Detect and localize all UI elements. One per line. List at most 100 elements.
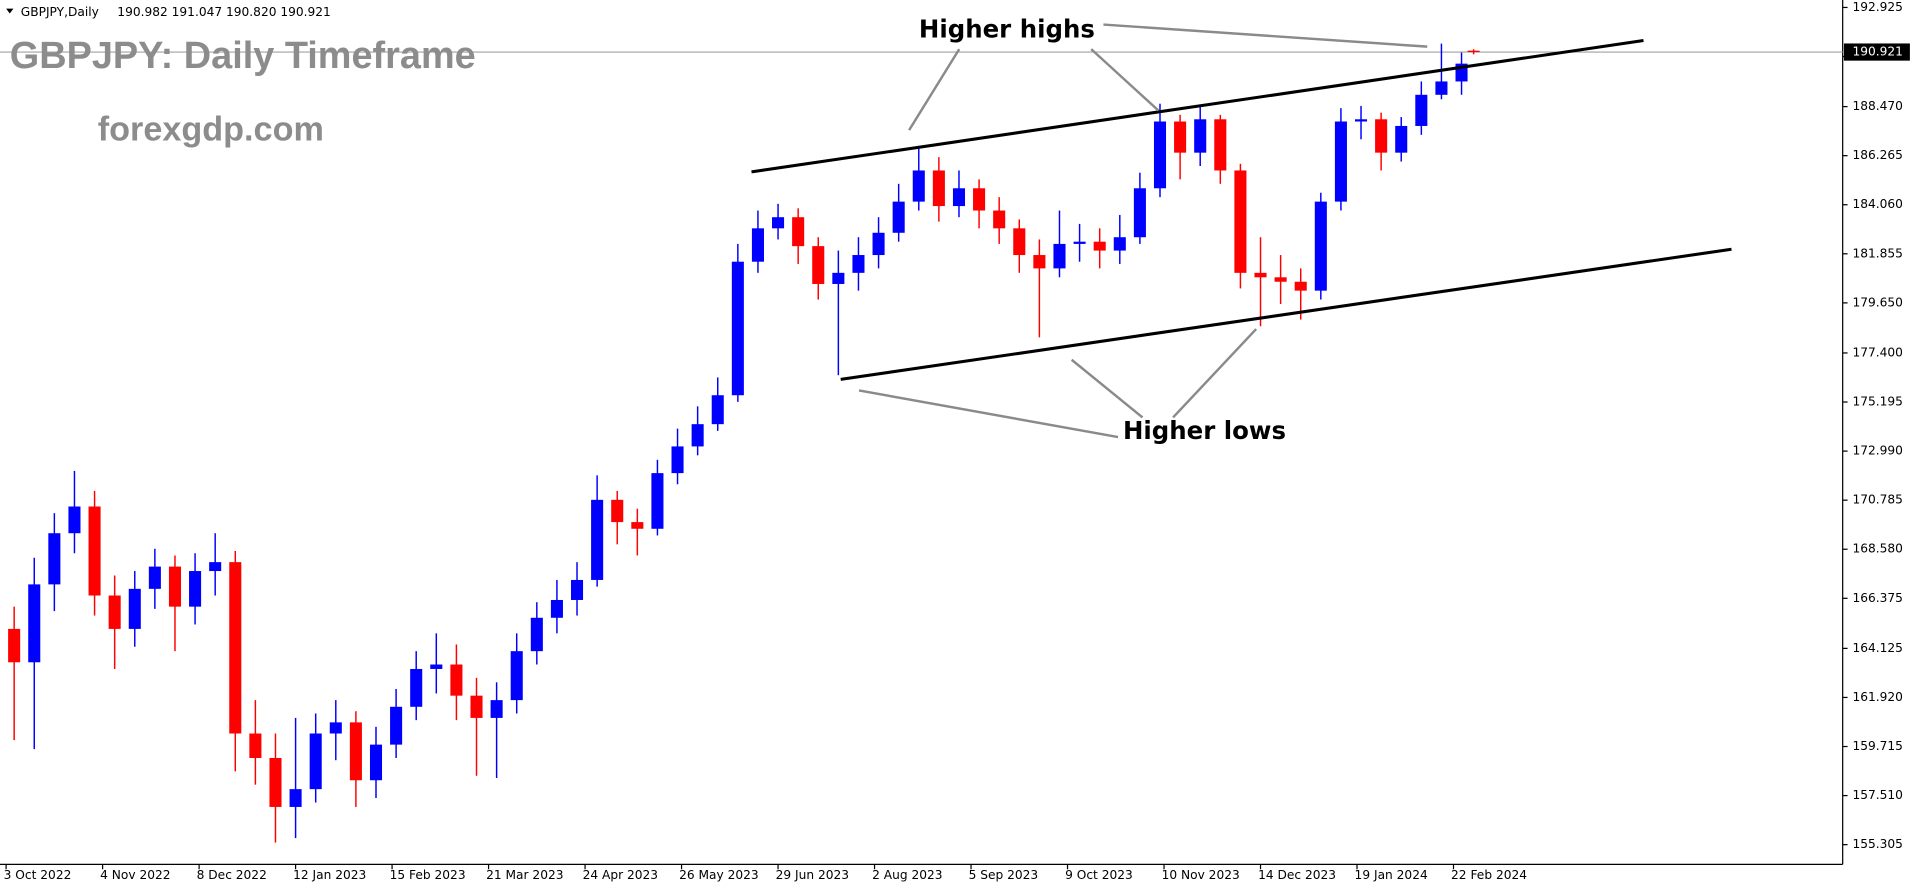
candle-body [591, 499, 604, 580]
x-tick-label: 3 Oct 2022 [4, 868, 72, 882]
candle-body [1174, 121, 1187, 153]
candle-body [229, 562, 242, 734]
candle-body [269, 757, 282, 807]
candle-body [1375, 119, 1388, 153]
candle-body [1334, 121, 1347, 202]
current-price-box [1843, 43, 1910, 61]
candle-body [631, 522, 644, 529]
candle-body [1033, 255, 1046, 269]
candle-body [1314, 201, 1327, 291]
candle-body [48, 533, 61, 585]
candle-body [1214, 119, 1227, 171]
candle-body [892, 201, 905, 233]
candle-body [530, 617, 543, 652]
y-tick-label: 155.305 [1852, 837, 1902, 851]
y-tick-label: 170.785 [1852, 493, 1902, 507]
candle-body [68, 506, 81, 534]
candle-body [510, 651, 523, 701]
x-tick-label: 10 Nov 2023 [1162, 868, 1240, 882]
x-tick-label: 15 Feb 2023 [390, 868, 466, 882]
candle-body [450, 664, 463, 696]
y-tick-label: 186.265 [1852, 148, 1902, 162]
pointer [1070, 358, 1144, 419]
y-tick-label: 177.400 [1852, 345, 1902, 359]
candle-body [309, 733, 322, 790]
candle-body [952, 188, 966, 207]
candle-body [611, 499, 624, 523]
candle-body [390, 706, 403, 745]
y-tick-label: 172.990 [1852, 444, 1902, 458]
candle-body [852, 255, 865, 273]
annotation: Higher lows [1123, 416, 1286, 445]
x-tick-label: 19 Jan 2024 [1355, 868, 1428, 882]
candle-body [993, 210, 1006, 229]
pointer [908, 48, 961, 131]
candles [8, 43, 1480, 843]
candle-body [1435, 81, 1448, 95]
candle-body [772, 217, 785, 229]
candle-body [832, 272, 845, 284]
candle-body [751, 228, 764, 262]
upper-channel-line [751, 38, 1644, 174]
candle-body [148, 566, 161, 589]
candle-body [8, 628, 21, 663]
y-tick-label: 168.580 [1852, 542, 1902, 556]
y-tick-label: 192.925 [1852, 0, 1902, 14]
x-tick-label: 24 Apr 2023 [583, 868, 658, 882]
candle-body [209, 562, 222, 572]
candle-body [711, 395, 724, 425]
pointer [1172, 328, 1258, 419]
candle-body [912, 170, 925, 202]
candle-body [28, 584, 41, 663]
x-tick-label: 29 Jun 2023 [776, 868, 849, 882]
x-tick-label: 2 Aug 2023 [872, 868, 942, 882]
y-tick-label: 161.920 [1852, 690, 1902, 704]
candle-body [108, 595, 121, 629]
lower-channel-line [840, 247, 1732, 381]
candle-body [249, 733, 262, 758]
candle-body [1415, 94, 1428, 126]
symbol-header: GBPJPY,Daily [21, 5, 99, 19]
chart-title: GBPJPY: Daily Timeframe [10, 35, 476, 77]
candle-body [1467, 50, 1480, 53]
candle-body [168, 566, 182, 607]
candle-body [490, 700, 503, 718]
candle-body [1354, 119, 1368, 122]
x-tick-label: 8 Dec 2022 [197, 868, 267, 882]
x-tick-label: 22 Feb 2024 [1451, 868, 1527, 882]
x-tick-label: 9 Oct 2023 [1065, 868, 1133, 882]
candle-body [1013, 228, 1026, 256]
candle-body [1093, 241, 1106, 251]
y-tick-label: 181.855 [1852, 246, 1902, 260]
x-tick-label: 21 Mar 2023 [486, 868, 563, 882]
annotation: Higher highs [919, 15, 1095, 44]
candle-body [872, 232, 885, 256]
candle-body [570, 579, 584, 600]
y-tick-label: 175.195 [1852, 395, 1902, 409]
candle-body [289, 789, 302, 807]
y-tick-label: 157.510 [1852, 788, 1902, 802]
candle-body [1234, 170, 1247, 273]
candle-body [1395, 125, 1408, 153]
candle-body [1294, 281, 1307, 291]
candle-body [88, 506, 101, 596]
pointer [858, 389, 1119, 439]
header-icon [6, 8, 14, 14]
candle-body [410, 668, 423, 707]
candle-body [349, 722, 362, 781]
candle-body [550, 599, 563, 618]
candle-body [671, 446, 684, 474]
y-tick-label: 159.715 [1852, 739, 1902, 753]
y-tick-label: 164.125 [1852, 641, 1902, 655]
x-tick-label: 12 Jan 2023 [293, 868, 366, 882]
candle-body [1133, 188, 1146, 238]
candle-body [691, 424, 704, 447]
chart-subtitle: forexgdp.com [98, 110, 324, 148]
candle-body [128, 588, 141, 629]
y-tick-label: 166.375 [1852, 591, 1902, 605]
candle-body [1053, 243, 1066, 269]
header-ohlc: 190.982 191.047 190.820 190.921 [117, 5, 331, 19]
y-tick-label: 179.650 [1852, 295, 1902, 309]
